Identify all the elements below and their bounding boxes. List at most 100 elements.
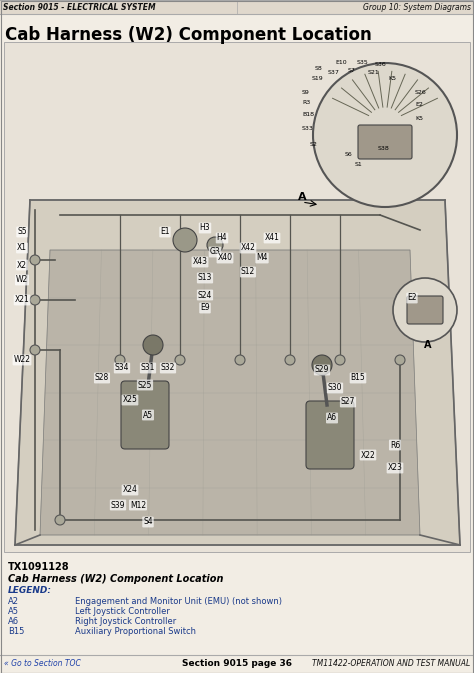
Text: E2: E2: [415, 102, 423, 108]
Circle shape: [313, 63, 457, 207]
Text: M12: M12: [130, 501, 146, 509]
FancyBboxPatch shape: [4, 42, 470, 552]
Text: X21: X21: [15, 295, 29, 304]
Text: X25: X25: [123, 396, 137, 404]
Circle shape: [285, 355, 295, 365]
Text: TM11422-OPERATION AND TEST MANUAL: TM11422-OPERATION AND TEST MANUAL: [312, 659, 470, 668]
Text: S29: S29: [315, 365, 329, 374]
Text: S21: S21: [368, 69, 380, 75]
Text: Engagement and Monitor Unit (EMU) (not shown): Engagement and Monitor Unit (EMU) (not s…: [75, 597, 282, 606]
Text: R6: R6: [390, 441, 400, 450]
Text: E1: E1: [160, 227, 170, 236]
Text: W2: W2: [16, 275, 28, 285]
Text: S2: S2: [310, 143, 318, 147]
Text: K5: K5: [388, 75, 396, 81]
Text: S4: S4: [143, 518, 153, 526]
Text: E2: E2: [407, 293, 417, 302]
Text: A6: A6: [8, 617, 19, 626]
Text: S33: S33: [302, 125, 314, 131]
Circle shape: [143, 335, 163, 355]
Text: S34: S34: [115, 363, 129, 372]
FancyBboxPatch shape: [121, 381, 169, 449]
Text: S9: S9: [302, 90, 310, 94]
Text: M4: M4: [256, 254, 268, 262]
Text: « Go to Section TOC: « Go to Section TOC: [4, 659, 81, 668]
Text: Cab Harness (W2) Component Location: Cab Harness (W2) Component Location: [8, 574, 224, 584]
Text: E9: E9: [200, 304, 210, 312]
Text: X41: X41: [264, 234, 280, 242]
Text: S27: S27: [341, 398, 355, 406]
Text: S36: S36: [375, 63, 387, 67]
Text: S38: S38: [378, 145, 390, 151]
Polygon shape: [15, 200, 460, 545]
Text: X1: X1: [17, 244, 27, 252]
Text: E10: E10: [335, 59, 346, 65]
Text: X23: X23: [388, 464, 402, 472]
Text: S32: S32: [161, 363, 175, 372]
Text: H3: H3: [200, 223, 210, 232]
Text: Left Joystick Controller: Left Joystick Controller: [75, 607, 170, 616]
Text: S1: S1: [355, 162, 363, 168]
Text: S6: S6: [345, 153, 353, 157]
Circle shape: [55, 515, 65, 525]
Text: R3: R3: [302, 100, 310, 106]
Circle shape: [173, 228, 197, 252]
Circle shape: [395, 355, 405, 365]
Circle shape: [115, 355, 125, 365]
Text: Group 10: System Diagrams: Group 10: System Diagrams: [363, 3, 471, 11]
Text: Auxiliary Proportional Switch: Auxiliary Proportional Switch: [75, 627, 196, 636]
Text: S25: S25: [138, 380, 152, 390]
Polygon shape: [40, 250, 420, 535]
Text: B18: B18: [302, 112, 314, 118]
Text: W22: W22: [13, 355, 30, 365]
Text: S39: S39: [111, 501, 125, 509]
Text: S12: S12: [241, 267, 255, 277]
Text: S8: S8: [315, 65, 323, 71]
Text: X40: X40: [218, 254, 233, 262]
Text: K5: K5: [415, 116, 423, 120]
Text: S24: S24: [198, 291, 212, 299]
FancyBboxPatch shape: [407, 296, 443, 324]
FancyBboxPatch shape: [306, 401, 354, 469]
Text: H4: H4: [217, 234, 228, 242]
Text: S26: S26: [415, 90, 427, 94]
Circle shape: [235, 355, 245, 365]
Circle shape: [30, 345, 40, 355]
FancyBboxPatch shape: [0, 0, 474, 14]
Text: TX1091128: TX1091128: [8, 562, 70, 572]
Text: X43: X43: [192, 258, 208, 267]
Text: G3: G3: [210, 248, 220, 256]
Circle shape: [30, 255, 40, 265]
Text: Section 9015 page 36: Section 9015 page 36: [182, 659, 292, 668]
Text: S5: S5: [17, 227, 27, 236]
Text: S31: S31: [141, 363, 155, 372]
Text: A6: A6: [327, 413, 337, 423]
Text: A: A: [424, 340, 431, 350]
Text: S13: S13: [198, 273, 212, 283]
Text: A2: A2: [8, 597, 19, 606]
Circle shape: [175, 355, 185, 365]
Text: S30: S30: [328, 384, 342, 392]
Circle shape: [335, 355, 345, 365]
Text: X2: X2: [17, 260, 27, 269]
Text: S35: S35: [357, 61, 369, 65]
Circle shape: [393, 278, 457, 342]
Text: LEGEND:: LEGEND:: [8, 586, 52, 595]
Text: Section 9015 - ELECTRICAL SYSTEM: Section 9015 - ELECTRICAL SYSTEM: [3, 3, 155, 11]
Text: S19: S19: [312, 75, 324, 81]
FancyBboxPatch shape: [358, 125, 412, 159]
Text: S37: S37: [328, 71, 340, 75]
Circle shape: [207, 237, 223, 253]
Circle shape: [312, 355, 332, 375]
Text: X22: X22: [361, 450, 375, 460]
Text: S7: S7: [348, 67, 356, 73]
Text: X42: X42: [241, 244, 255, 252]
Text: X24: X24: [123, 485, 137, 495]
Text: A: A: [298, 192, 307, 202]
Text: S28: S28: [95, 374, 109, 382]
Text: Right Joystick Controller: Right Joystick Controller: [75, 617, 176, 626]
Text: B15: B15: [8, 627, 24, 636]
Circle shape: [30, 295, 40, 305]
Text: A5: A5: [8, 607, 19, 616]
Text: A5: A5: [143, 411, 153, 419]
